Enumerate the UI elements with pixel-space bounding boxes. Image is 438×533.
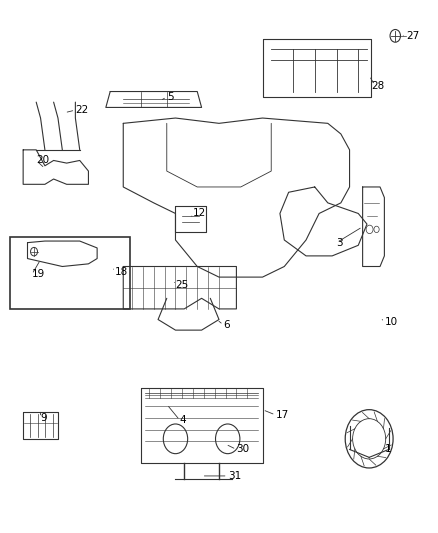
Text: 25: 25	[176, 280, 189, 290]
Text: 28: 28	[371, 81, 385, 91]
Text: 22: 22	[75, 105, 88, 115]
Text: 27: 27	[406, 31, 420, 41]
Text: 9: 9	[41, 413, 47, 423]
Text: 19: 19	[32, 270, 45, 279]
Text: 30: 30	[237, 445, 250, 455]
Text: 4: 4	[180, 415, 187, 425]
Text: 5: 5	[167, 92, 173, 102]
Text: 18: 18	[115, 267, 128, 277]
Text: 3: 3	[336, 238, 343, 248]
Text: 17: 17	[276, 410, 289, 420]
Text: 6: 6	[223, 320, 230, 330]
Bar	[10, 237, 130, 309]
Text: 12: 12	[193, 208, 206, 219]
Text: 31: 31	[228, 471, 241, 481]
Text: 20: 20	[36, 156, 49, 165]
Text: 1: 1	[385, 445, 391, 455]
Text: 10: 10	[385, 317, 398, 327]
